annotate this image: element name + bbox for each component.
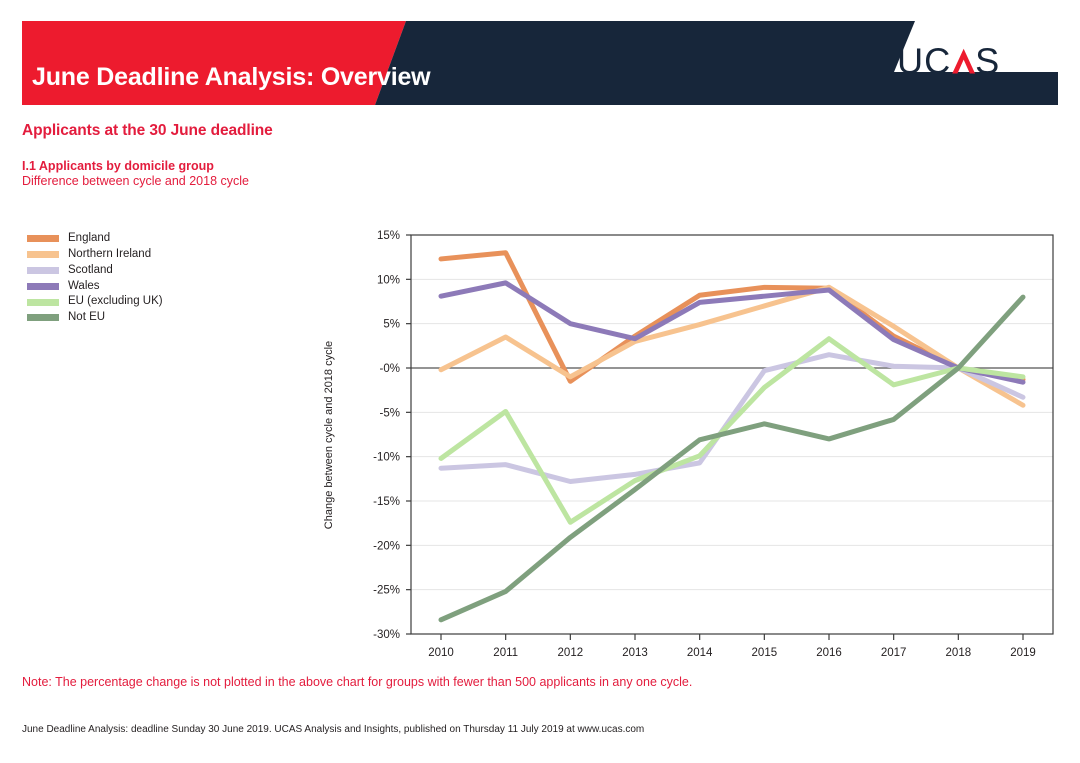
ucas-logo-uc: UC (897, 43, 951, 81)
series-line-england (438, 250, 1026, 384)
series-line-eu-excluding-uk (438, 336, 1026, 525)
chart-legend: England Northern Ireland Scotland Wales EU (… (27, 231, 257, 326)
header-navy-band (375, 21, 1058, 105)
figure-subtitle: Difference between cycle and 2018 cycle (22, 174, 249, 188)
grid-lines (411, 234, 1053, 635)
y-axis-tick-label: 5% (383, 319, 400, 331)
legend-item: Not EU (27, 310, 257, 326)
legend-item: England (27, 231, 257, 247)
ucas-logo: UC S (897, 43, 999, 81)
header-banner-shape (22, 21, 1058, 105)
figure-number: I.1 Applicants by domicile group (22, 159, 214, 173)
header-red-band (22, 21, 406, 105)
y-axis-ticks: 15% 10% 5% -0% -5% -10% -15% -20% -25% -30% (373, 230, 411, 641)
x-axis-tick-label: 2016 (816, 647, 842, 659)
legend-swatch (27, 251, 59, 259)
y-axis-tick-label: -30% (373, 629, 400, 641)
data-series (438, 250, 1026, 623)
x-axis-tick-label: 2015 (752, 647, 778, 659)
legend-swatch (27, 298, 59, 306)
series-line-wales (438, 280, 1026, 385)
ucas-logo-s: S (975, 43, 999, 81)
legend-label: Scotland (68, 263, 113, 276)
chart-container: 15% 10% 5% -0% -5% -10% -15% -20% -25% -30% 2010 2… (323, 230, 1054, 659)
source-line: June Deadline Analysis: deadline Sunday … (22, 724, 645, 735)
y-axis-tick-label: -15% (373, 496, 400, 508)
series-line-not-eu (438, 294, 1026, 623)
legend-label: EU (excluding UK) (68, 295, 163, 308)
x-axis-tick-label: 2010 (428, 647, 454, 659)
legend-label: Not EU (68, 311, 106, 324)
x-axis-tick-label: 2017 (881, 647, 907, 659)
x-axis-tick-label: 2014 (687, 647, 713, 659)
legend-swatch (27, 282, 59, 290)
legend-label: England (68, 232, 111, 245)
ucas-logo-a-chevron (952, 48, 976, 74)
header-banner: June Deadline Analysis: Overview UC S (22, 21, 1058, 105)
x-axis-tick-label: 2012 (558, 647, 584, 659)
series-line-scotland (438, 352, 1026, 484)
legend-label: Wales (68, 279, 100, 292)
legend-item: Scotland (27, 263, 257, 279)
page-title: June Deadline Analysis: Overview (32, 63, 431, 91)
y-axis-tick-label: -25% (373, 585, 400, 597)
y-axis-tick-label: 10% (377, 274, 400, 286)
x-axis-tick-label: 2011 (493, 647, 518, 659)
y-axis-tick-label: -5% (380, 407, 400, 419)
x-axis-tick-label: 2013 (622, 647, 648, 659)
series-line-northern-ireland (438, 284, 1026, 408)
plot-frame (410, 234, 1054, 635)
y-axis-tick-label: -0% (380, 363, 400, 375)
line-chart: 15%10%5%-0%-5%-10%-15%-20%-25%-30% 2010 2… (323, 230, 1054, 659)
legend-swatch (27, 266, 59, 274)
legend-item: EU (excluding UK) (27, 294, 257, 310)
legend-item: Northern Ireland (27, 247, 257, 263)
x-axis-ticks: 2010 2011 2012 2013 2014 2015 2016 2017 2018 2019 (428, 634, 1036, 659)
x-axis-tick-label: 2018 (946, 647, 972, 659)
legend-swatch (27, 235, 59, 243)
legend-item: Wales (27, 278, 257, 294)
y-axis-tick-label: 15% (377, 230, 400, 242)
y-axis-tick-label: -10% (373, 452, 400, 464)
section-heading: Applicants at the 30 June deadline (22, 122, 273, 139)
y-axis-title: Change between cycle and 2018 cycle (323, 341, 335, 529)
legend-label: Northern Ireland (68, 247, 152, 260)
chart-note: Note: The percentage change is not plott… (22, 675, 693, 689)
legend-swatch (27, 314, 59, 322)
x-axis-tick-label: 2019 (1010, 647, 1036, 659)
header-white-wedge (894, 21, 1058, 72)
y-axis-tick-label: -20% (373, 540, 400, 552)
